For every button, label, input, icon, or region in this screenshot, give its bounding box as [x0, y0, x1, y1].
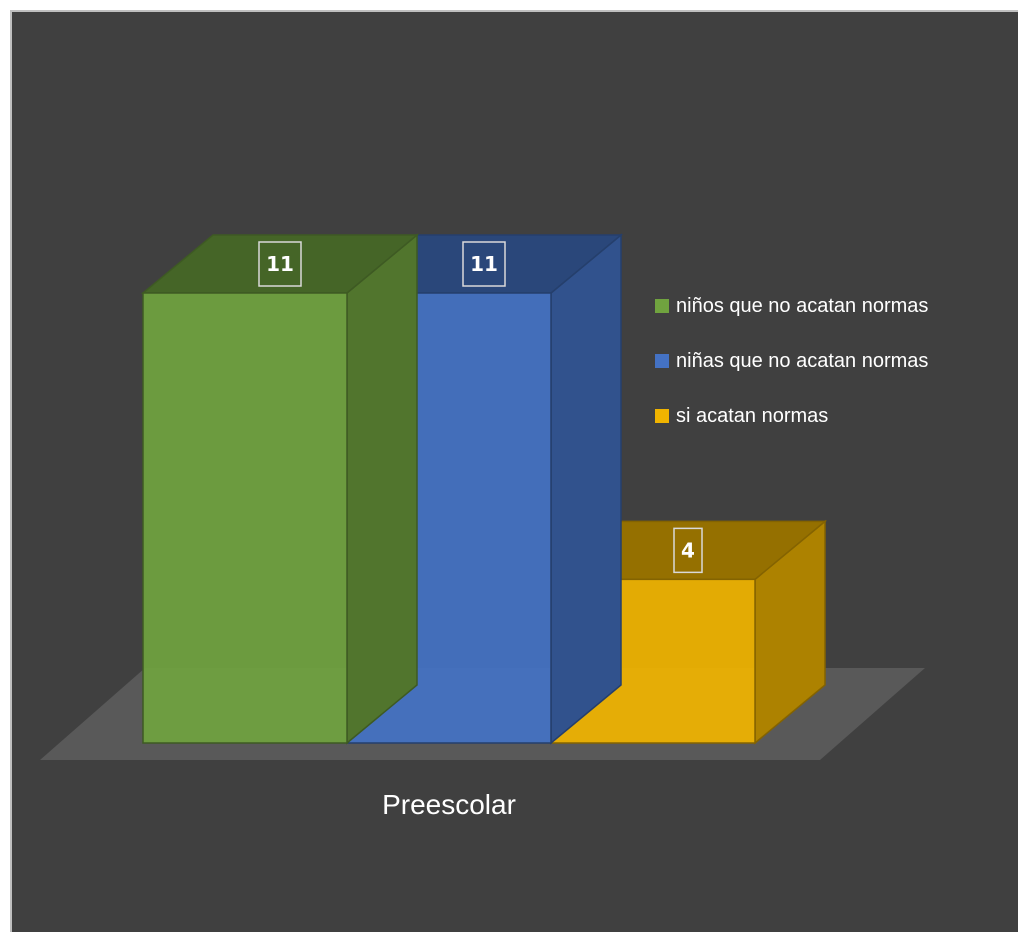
legend-item: niños que no acatan normas — [655, 295, 928, 317]
data-label-box — [673, 527, 703, 574]
bar-group — [140, 233, 828, 745]
data-label: 11 — [462, 241, 506, 287]
legend-swatch — [655, 299, 669, 313]
legend-swatch — [655, 354, 669, 368]
data-label-box — [462, 241, 506, 287]
bar-side — [550, 233, 622, 745]
data-label: 4 — [673, 527, 703, 574]
legend-item: si acatan normas — [655, 405, 828, 427]
data-label: 11 — [258, 241, 302, 287]
data-label-text: 4 — [681, 538, 695, 562]
legend-label: niños que no acatan normas — [676, 295, 928, 317]
bar — [140, 233, 420, 745]
data-label-text: 11 — [266, 252, 294, 276]
bar-side — [346, 233, 418, 745]
legend-swatch — [655, 409, 669, 423]
legend: niños que no acatan normas niñas que no a… — [655, 295, 928, 427]
bar-front — [142, 292, 348, 744]
category-label: Preescolar — [382, 789, 516, 820]
legend-label: si acatan normas — [676, 405, 828, 427]
data-label-box — [258, 241, 302, 287]
data-label-group: 4 11 11 — [258, 241, 703, 574]
legend-label: niñas que no acatan normas — [676, 350, 928, 372]
data-label-text: 11 — [470, 252, 498, 276]
legend-item: niñas que no acatan normas — [655, 350, 928, 372]
